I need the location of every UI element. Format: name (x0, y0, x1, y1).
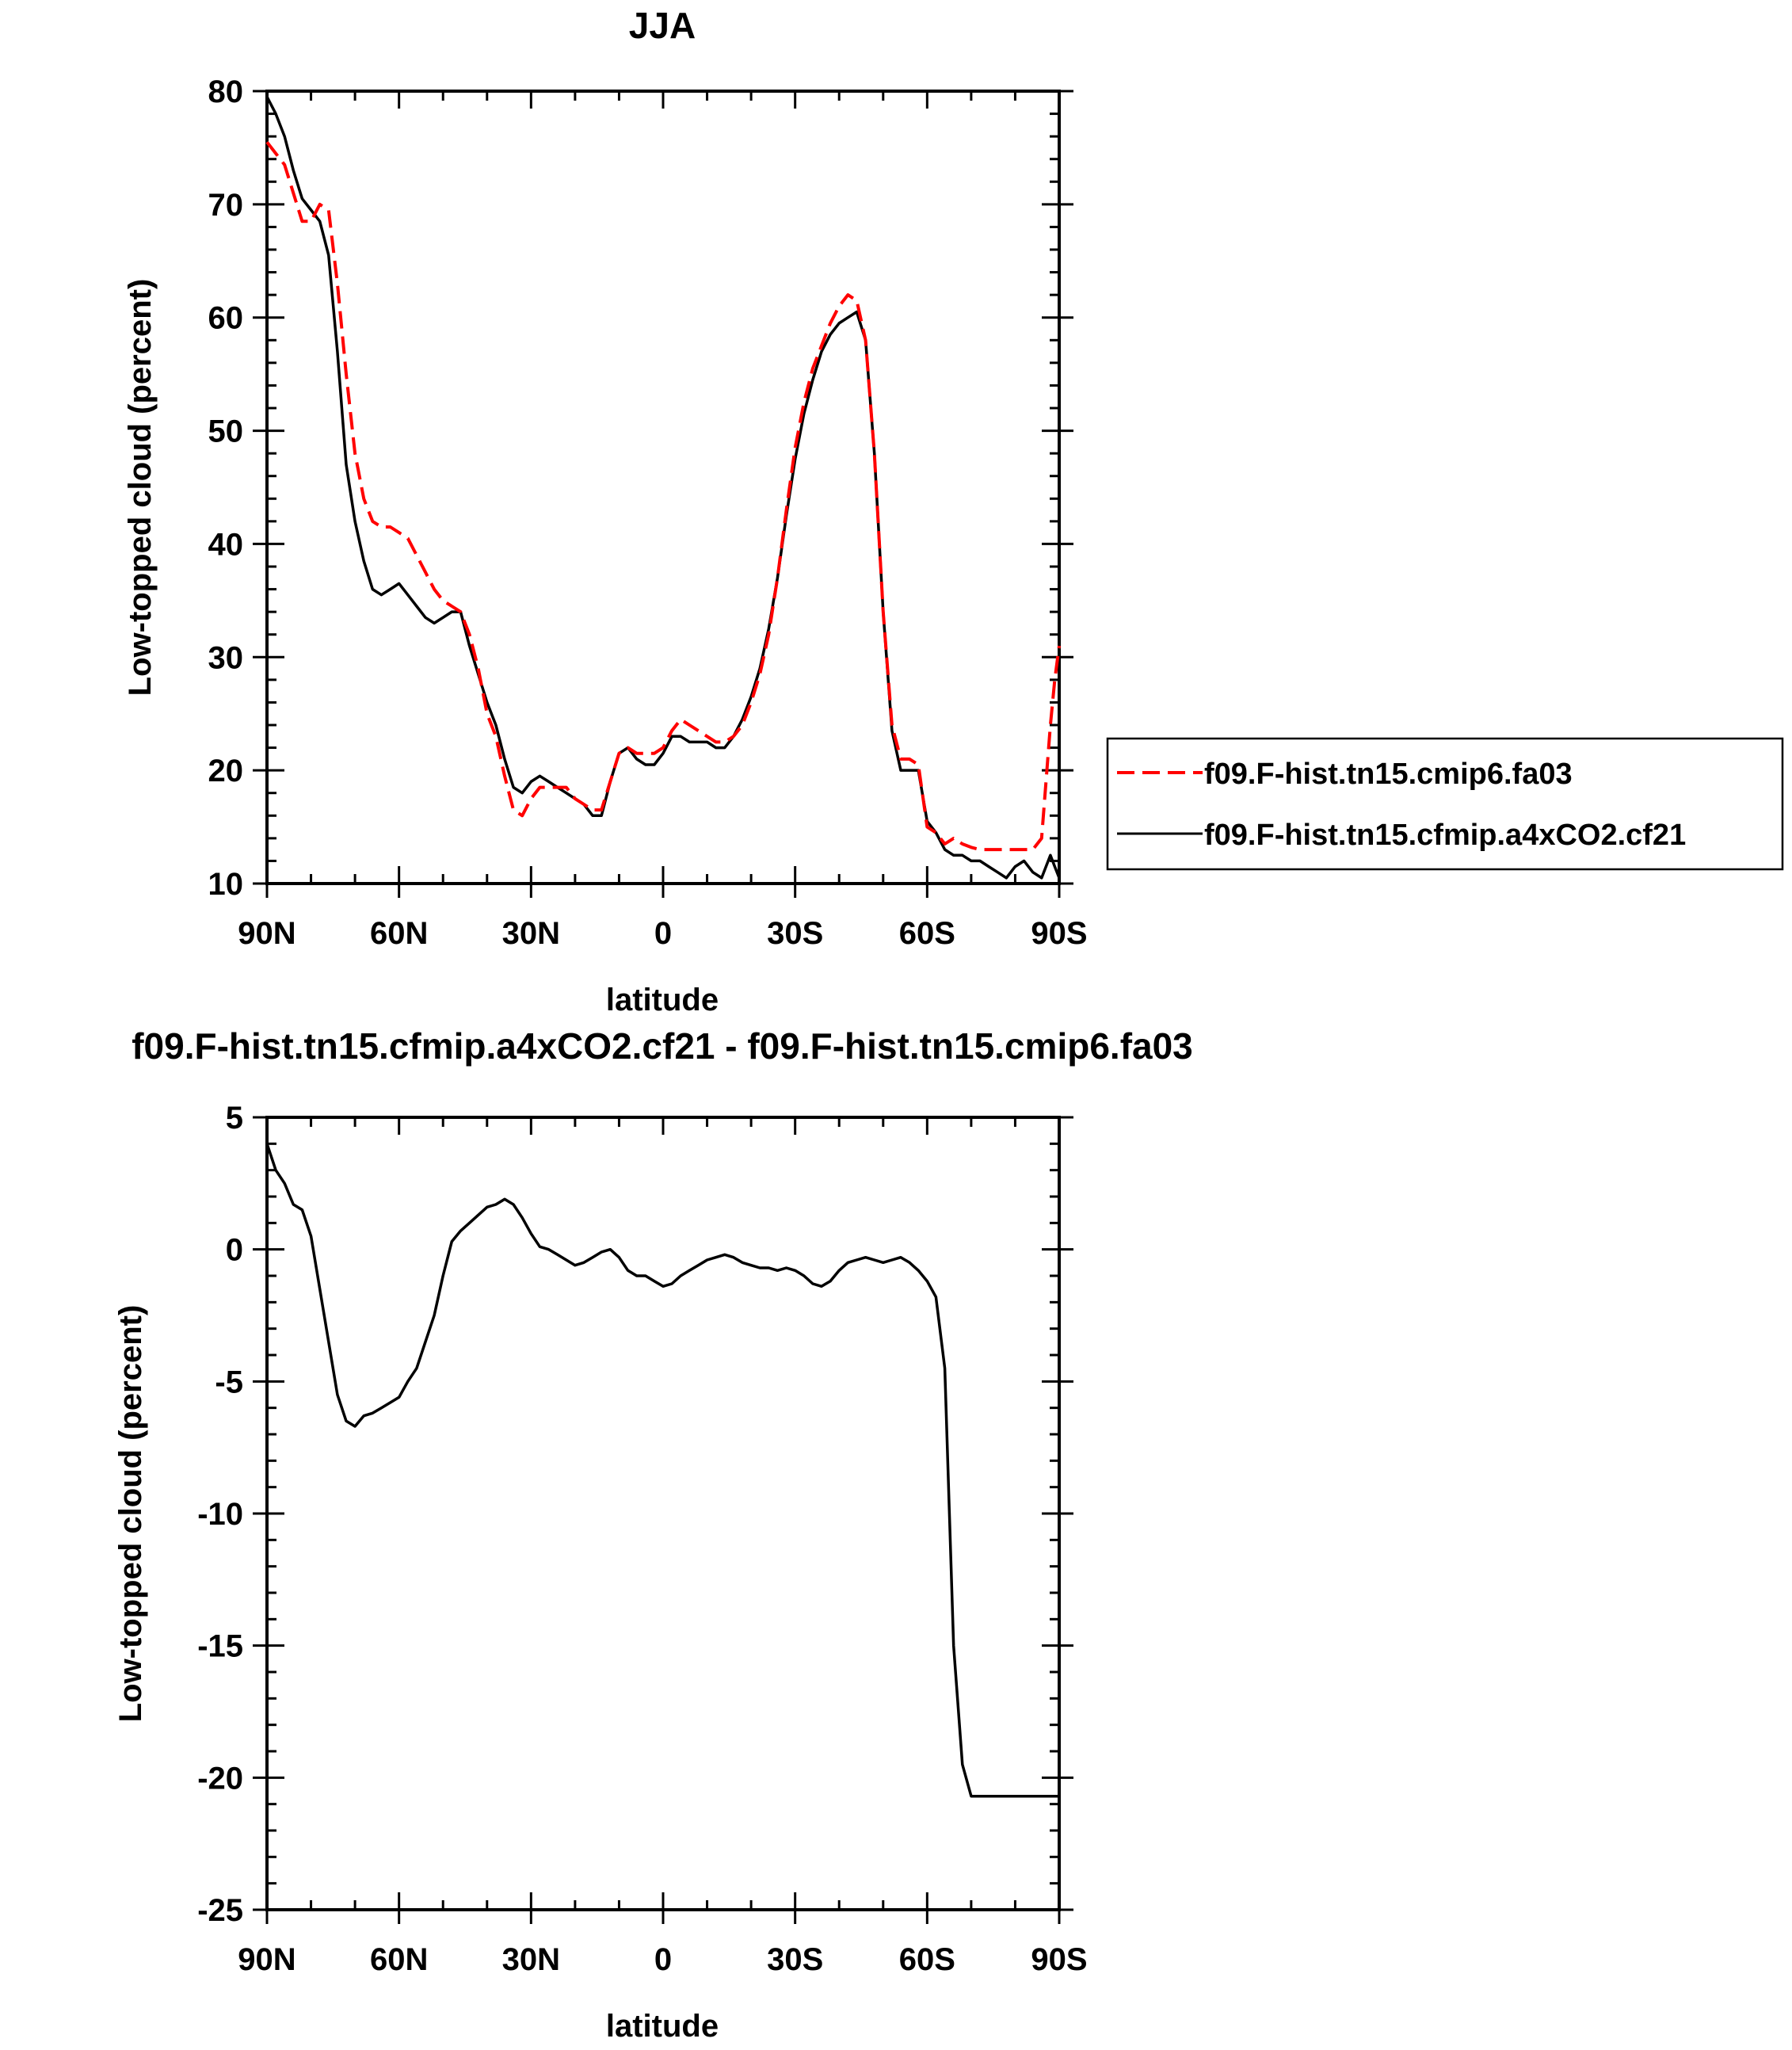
x-tick-label: 0 (654, 916, 672, 951)
y-tick-label: 60 (208, 301, 244, 336)
top-y-axis-label: Low-topped cloud (percent) (123, 279, 158, 697)
x-tick-label: 90N (238, 916, 295, 951)
bottom-plot-frame (265, 1116, 1061, 1911)
x-tick-label: 30N (502, 916, 560, 951)
top-y-ticks: 10 20 30 40 50 60 70 80 (208, 74, 1073, 902)
y-tick-label: -25 (197, 1893, 243, 1928)
legend-entry-2: f09.F-hist.tn15.cfmip.a4xCO2.cf21 (1204, 819, 1686, 852)
top-chart-title: JJA (629, 5, 696, 46)
x-tick-label: 60N (370, 916, 428, 951)
y-tick-label: -15 (197, 1629, 243, 1664)
bottom-y-axis-label: Low-topped cloud (percent) (113, 1305, 148, 1723)
y-tick-label: 10 (208, 867, 244, 902)
top-legend: f09.F-hist.tn15.cmip6.fa03 f09.F-hist.tn… (1106, 737, 1784, 871)
bottom-x-axis-label: latitude (606, 2009, 719, 2044)
legend-box (1106, 737, 1784, 871)
x-tick-label: 30S (767, 1942, 823, 1977)
y-tick-label: 0 (226, 1233, 243, 1268)
x-tick-label: 30N (502, 1942, 560, 1977)
y-tick-label: 5 (226, 1101, 243, 1136)
bottom-chart-title: f09.F-hist.tn15.cfmip.a4xCO2.cf21 - f09.… (132, 1025, 1193, 1067)
y-tick-label: 20 (208, 754, 244, 788)
series-line-1 (265, 141, 1061, 852)
bottom-panel: f09.F-hist.tn15.cfmip.a4xCO2.cf21 - f09.… (113, 1025, 1193, 2044)
y-tick-label: -5 (215, 1365, 243, 1399)
y-tick-label: 40 (208, 527, 244, 562)
y-tick-label: -20 (197, 1761, 243, 1796)
legend-entry-1: f09.F-hist.tn15.cmip6.fa03 (1204, 758, 1573, 791)
y-tick-label: 30 (208, 640, 244, 675)
y-tick-label: 80 (208, 74, 244, 109)
x-tick-label: 0 (654, 1942, 672, 1977)
x-tick-label: 60S (899, 1942, 955, 1977)
x-tick-label: 30S (767, 916, 823, 951)
x-tick-label: 60S (899, 916, 955, 951)
top-plot-frame (265, 90, 1061, 885)
x-tick-label: 90S (1031, 916, 1087, 951)
x-tick-label: 60N (370, 1942, 428, 1977)
y-tick-label: 50 (208, 414, 244, 449)
series-line-2 (265, 96, 1061, 880)
y-tick-label: -10 (197, 1497, 243, 1532)
series-line-1 (265, 1143, 1059, 1798)
bottom-y-ticks: -25 -20 -15 -10 -5 0 5 (197, 1101, 1073, 1928)
x-tick-label: 90S (1031, 1942, 1087, 1977)
top-panel: JJA 90N 60N 30N 0 30S 60S 90S 10 20 30 40 50 60 70 80… (123, 5, 1784, 1017)
x-tick-label: 90N (238, 1942, 295, 1977)
bottom-series-lines (265, 1143, 1059, 1798)
top-series-lines (265, 96, 1061, 880)
top-x-ticks: 90N 60N 30N 0 30S 60S 90S (238, 91, 1088, 951)
y-tick-label: 70 (208, 188, 244, 223)
top-x-axis-label: latitude (606, 983, 719, 1017)
bottom-x-ticks: 90N 60N 30N 0 30S 60S 90S (238, 1117, 1088, 1977)
